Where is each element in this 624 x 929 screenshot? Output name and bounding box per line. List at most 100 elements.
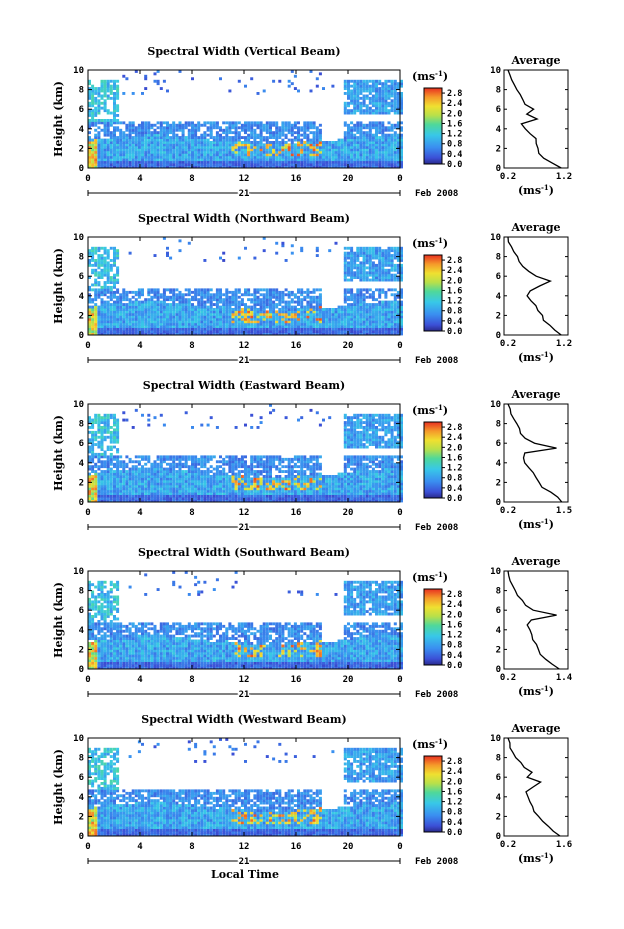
heatmap-cell xyxy=(103,133,107,137)
heatmap-cell xyxy=(159,158,163,162)
heatmap-cell xyxy=(91,271,95,275)
heatmap-cell xyxy=(318,330,322,333)
heatmap-cell xyxy=(284,128,288,132)
heatmap-cell xyxy=(400,295,403,299)
heatmap-cell xyxy=(340,310,344,314)
heatmap-cell xyxy=(109,310,113,314)
heatmap-cell xyxy=(381,300,385,304)
heatmap-cell xyxy=(125,143,129,147)
heatmap-cell xyxy=(396,268,400,272)
heatmap-cell xyxy=(91,499,95,503)
heatmap-cell xyxy=(315,128,319,132)
heatmap-cell xyxy=(293,315,297,319)
heatmap-cell xyxy=(128,489,132,493)
heatmap-cell xyxy=(256,303,260,306)
heatmap-cell xyxy=(197,138,201,142)
heatmap-cell xyxy=(88,155,91,159)
heatmap-cell xyxy=(109,325,113,328)
heatmap-cell xyxy=(259,155,263,159)
heatmap-cell xyxy=(356,104,360,108)
heatmap-cell xyxy=(166,330,169,333)
heatmap-cell xyxy=(375,268,378,272)
heatmap-cell xyxy=(306,158,310,162)
heatmap-cell xyxy=(103,92,107,95)
heatmap-cell xyxy=(91,121,95,125)
heatmap-cell xyxy=(125,136,129,139)
heatmap-cell xyxy=(265,327,269,331)
heatmap-cell xyxy=(106,423,110,427)
heatmap-cell xyxy=(343,121,347,125)
heatmap-cell xyxy=(200,320,204,324)
heatmap-cell xyxy=(169,327,173,331)
heatmap-cell xyxy=(103,418,107,422)
heatmap-cell xyxy=(97,428,101,432)
heatmap-cell xyxy=(225,131,229,135)
heatmap-cell xyxy=(88,325,91,328)
heatmap-cell xyxy=(122,305,126,309)
heatmap-cell xyxy=(272,310,276,314)
heatmap-cell xyxy=(365,133,369,137)
heatmap-cell xyxy=(303,136,307,139)
heatmap-cell xyxy=(131,494,135,498)
heatmap-cell xyxy=(128,138,132,142)
heatmap-cell xyxy=(393,148,397,152)
heatmap-cell xyxy=(318,163,322,166)
heatmap-cell xyxy=(322,312,325,316)
heatmap-cell xyxy=(100,327,104,331)
heatmap-cell xyxy=(343,256,347,260)
heatmap-cell xyxy=(325,163,329,166)
heatmap-cell xyxy=(109,499,113,503)
heatmap-cell xyxy=(228,303,232,306)
heatmap-cell xyxy=(212,308,216,311)
heatmap-cell xyxy=(318,165,322,169)
heatmap-cell xyxy=(350,92,354,95)
heatmap-cell xyxy=(303,325,307,328)
heatmap-cell xyxy=(175,320,179,324)
heatmap-cell xyxy=(103,271,107,275)
heatmap-cell xyxy=(265,148,269,152)
heatmap-cell xyxy=(368,84,372,88)
heatmap-cell xyxy=(122,158,126,162)
heatmap-cell xyxy=(222,150,226,154)
heatmap-cell xyxy=(396,101,400,105)
heatmap-cell xyxy=(400,94,403,98)
heatmap-cell xyxy=(106,263,110,267)
heatmap-cell xyxy=(247,308,251,311)
heatmap-cell xyxy=(116,89,120,93)
heatmap-cell xyxy=(244,153,247,157)
heatmap-cell xyxy=(166,320,169,324)
heatmap-cell xyxy=(400,330,403,333)
heatmap-cell xyxy=(225,133,229,137)
heatmap-cell xyxy=(240,163,244,166)
heatmap-cell xyxy=(109,293,113,297)
heatmap-cell xyxy=(119,479,123,483)
heatmap-cell xyxy=(156,487,160,491)
heatmap-cell xyxy=(88,150,91,154)
heatmap-cell xyxy=(375,121,378,125)
heatmap-cell xyxy=(91,423,95,427)
heatmap-cell xyxy=(244,143,247,147)
heatmap-cell xyxy=(113,484,116,488)
heatmap-cell xyxy=(359,322,363,326)
heatmap-cell xyxy=(156,472,160,476)
heatmap-cell xyxy=(88,94,91,98)
heatmap-cell xyxy=(334,332,338,336)
heatmap-cell xyxy=(94,413,98,417)
heatmap-cell xyxy=(88,477,91,481)
heatmap-cell xyxy=(147,423,151,427)
heatmap-cell xyxy=(187,165,191,169)
heatmap-cell xyxy=(347,131,350,135)
heatmap-cell xyxy=(100,268,104,272)
heatmap-cell xyxy=(343,298,347,302)
heatmap-cell xyxy=(194,126,198,130)
average-y-tick-label: 10 xyxy=(490,233,501,243)
heatmap-cell xyxy=(396,325,400,328)
heatmap-cell xyxy=(178,317,182,321)
heatmap-cell xyxy=(91,465,95,469)
heatmap-cell xyxy=(262,145,266,149)
heatmap-cell xyxy=(106,273,110,277)
heatmap-cell xyxy=(131,150,135,154)
heatmap-cell xyxy=(91,155,95,159)
heatmap-cell xyxy=(359,290,363,294)
heatmap-cell xyxy=(365,141,369,144)
